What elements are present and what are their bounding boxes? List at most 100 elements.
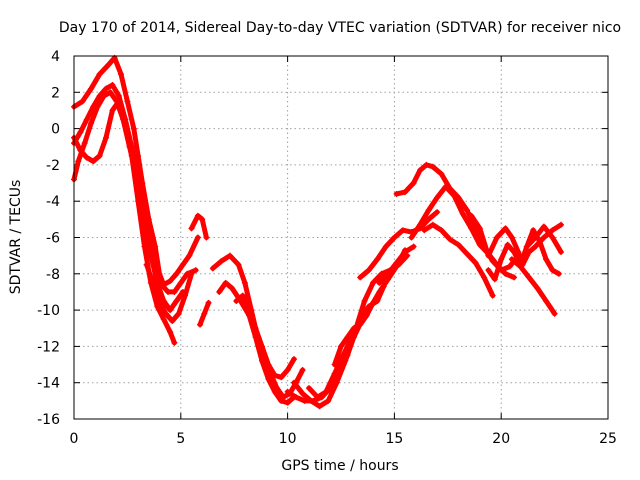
data-point (182, 292, 189, 299)
data-point (156, 298, 163, 305)
data-point (410, 243, 417, 250)
data-point (438, 170, 445, 177)
x-tick-label: 25 (599, 431, 617, 447)
y-tick-label: -2 (46, 158, 60, 174)
data-point (115, 98, 122, 105)
data-point (122, 116, 129, 123)
data-point (325, 397, 332, 404)
data-point (323, 388, 330, 395)
data-point (79, 98, 86, 105)
data-point (370, 279, 377, 286)
data-point (90, 158, 97, 165)
data-point (446, 236, 453, 243)
data-point (525, 274, 532, 281)
data-point (94, 103, 101, 110)
data-point (77, 129, 84, 136)
data-point (169, 317, 176, 324)
data-point (100, 92, 107, 99)
data-point (145, 234, 152, 241)
data-point (423, 161, 430, 168)
data-series (71, 54, 565, 410)
data-point (171, 288, 178, 295)
data-point (201, 310, 208, 317)
series-track-7 (197, 299, 212, 328)
data-point (331, 370, 338, 377)
data-point (455, 241, 462, 248)
data-point (429, 221, 436, 228)
data-point (532, 234, 539, 241)
data-point (233, 298, 240, 305)
data-point (164, 288, 171, 295)
data-point (103, 85, 110, 92)
series-track-15 (357, 209, 441, 281)
y-tick-label: -8 (46, 267, 60, 283)
series-line (485, 227, 562, 282)
data-point (173, 270, 180, 277)
data-point (128, 152, 135, 159)
data-point (464, 207, 471, 214)
data-point (179, 261, 186, 268)
data-point (378, 270, 385, 277)
data-point (246, 307, 253, 314)
data-point (391, 234, 398, 241)
series-line (71, 55, 201, 288)
data-point (481, 274, 488, 281)
data-point (434, 209, 441, 216)
data-point (502, 225, 509, 232)
data-point (417, 221, 424, 228)
data-point (350, 325, 357, 332)
plot-frame (73, 55, 609, 420)
data-point (417, 167, 424, 174)
data-point (511, 249, 518, 256)
data-point (177, 279, 184, 286)
series-track-23 (523, 223, 565, 256)
y-tick-label: -12 (37, 339, 60, 355)
data-point (384, 270, 391, 277)
data-point (498, 256, 505, 263)
data-point (158, 281, 165, 288)
data-point (173, 298, 180, 305)
y-tick-label: 0 (51, 122, 60, 138)
data-point (167, 307, 174, 314)
data-point (284, 366, 291, 373)
data-point (143, 261, 150, 268)
data-point (222, 279, 229, 286)
series-line (357, 209, 440, 280)
data-point (464, 250, 471, 257)
data-point (365, 267, 372, 274)
data-point (291, 356, 298, 363)
data-point (308, 397, 315, 404)
data-point (399, 227, 406, 234)
x-tick-label: 20 (492, 431, 510, 447)
data-point (402, 189, 409, 196)
data-point (421, 227, 428, 234)
series-track-10 (233, 292, 298, 381)
data-point (205, 299, 212, 306)
data-point (540, 234, 547, 241)
data-point (361, 298, 368, 305)
data-point (543, 298, 550, 305)
data-point (468, 225, 475, 232)
data-point (363, 312, 370, 319)
data-point (109, 107, 116, 114)
series-track-16 (376, 243, 417, 286)
data-point (291, 379, 298, 386)
data-point (124, 98, 131, 105)
series-line (291, 247, 408, 409)
data-point (167, 278, 174, 285)
data-point (194, 234, 201, 241)
data-point (314, 394, 321, 401)
data-point (549, 227, 556, 234)
x-axis-label: GPS time / hours (281, 458, 398, 474)
data-point (374, 256, 381, 263)
data-point (171, 339, 178, 346)
data-point (338, 343, 344, 350)
data-point (476, 241, 483, 248)
series-track-6 (188, 212, 210, 241)
data-point (380, 283, 387, 290)
data-point (493, 234, 500, 241)
data-point (135, 198, 142, 205)
series-track-14 (331, 299, 377, 368)
x-tick-label: 15 (385, 431, 403, 447)
